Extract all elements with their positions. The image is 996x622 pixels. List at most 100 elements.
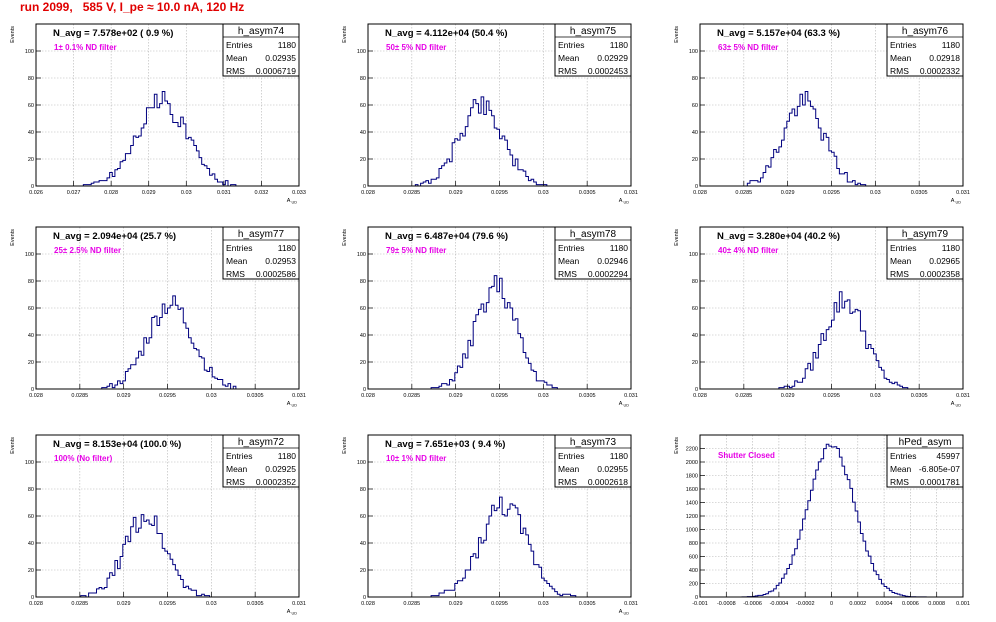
filter-annotation: 25± 2.5% ND filter	[54, 246, 121, 255]
panel-hPed_asym: -0.001 -0.0008 -0.0006 -0.0004 -0.0002 0 0.000…	[674, 434, 970, 607]
y-tick-label: 80	[360, 487, 366, 493]
x-tick-label: -0.0006	[743, 601, 762, 607]
y-tick-label: 40	[360, 541, 366, 547]
panel-h_asym75: 0.028 0.0285 0.029 0.0295 0.03 0.0305 0.031 0 20…	[342, 23, 638, 205]
panel-h_asym76: 0.028 0.0285 0.029 0.0295 0.03 0.0305 0.031 0 20…	[674, 23, 970, 205]
y-axis-label: Events	[674, 26, 680, 43]
histogram-line	[700, 443, 963, 598]
x-tick-label: 0.0004	[876, 601, 893, 607]
mean-value: 0.02935	[265, 53, 296, 63]
y-tick-label: 2200	[686, 447, 698, 453]
x-tick-label: 0.029	[117, 393, 131, 399]
filter-annotation: 79± 5% ND filter	[386, 246, 446, 255]
rms-label: RMS	[558, 269, 577, 279]
x-tick-label: 0.031	[624, 190, 638, 196]
mean-label: Mean	[558, 53, 580, 63]
y-tick-label: 80	[28, 487, 34, 493]
y-tick-label: 0	[31, 184, 34, 190]
x-tick-label: 0.029	[142, 190, 156, 196]
entries-label: Entries	[890, 243, 916, 253]
x-tick-label: 0.0002	[849, 601, 866, 607]
y-axis-label: Events	[10, 229, 16, 246]
run-title: run 2099, 585 V, I_pe ≈ 10.0 nA, 120 Hz	[20, 0, 245, 14]
y-tick-label: 80	[28, 76, 34, 82]
x-tick-label: 0.031	[624, 393, 638, 399]
entries-value: 1180	[278, 40, 297, 50]
rms-value: 0.0006719	[256, 66, 296, 76]
x-tick-label: 0.03	[870, 393, 881, 399]
x-axis-label: A UD	[619, 609, 629, 616]
x-tick-label: 0.028	[361, 190, 375, 196]
y-tick-label: 40	[28, 333, 34, 339]
x-tick-label: 0.03	[181, 190, 192, 196]
x-tick-label: 0.029	[449, 601, 463, 607]
histogram-line	[36, 91, 299, 187]
y-tick-label: 20	[28, 360, 34, 366]
y-tick-label: 40	[28, 541, 34, 547]
x-tick-label: 0.028	[361, 393, 375, 399]
histogram-name: hPed_asym	[899, 437, 952, 448]
mean-value: -6.805e-07	[919, 464, 960, 474]
y-tick-label: 20	[692, 360, 698, 366]
x-tick-label: 0.03	[538, 393, 549, 399]
y-tick-label: 20	[28, 568, 34, 574]
x-axis-label: A UD	[287, 401, 297, 408]
histogram-name: h_asym78	[570, 229, 617, 240]
rms-label: RMS	[890, 66, 909, 76]
entries-label: Entries	[558, 243, 584, 253]
x-tick-label: 0.026	[29, 190, 43, 196]
histogram-name: h_asym75	[570, 26, 617, 37]
mean-label: Mean	[558, 256, 580, 266]
y-tick-label: 800	[689, 541, 698, 547]
mean-label: Mean	[558, 464, 580, 474]
rms-label: RMS	[890, 477, 909, 487]
x-axis-label: A UD	[287, 609, 297, 616]
y-tick-label: 100	[25, 49, 34, 55]
y-tick-label: 0	[695, 184, 698, 190]
y-axis-label: Events	[674, 229, 680, 246]
y-tick-label: 1000	[686, 528, 698, 534]
y-tick-label: 80	[360, 76, 366, 82]
y-tick-label: 80	[360, 279, 366, 285]
x-tick-label: 0.031	[624, 601, 638, 607]
mean-label: Mean	[890, 464, 912, 474]
x-tick-label: 0.03	[538, 190, 549, 196]
x-tick-label: 0.0295	[491, 190, 508, 196]
mean-value: 0.02925	[265, 464, 296, 474]
y-tick-label: 400	[689, 568, 698, 574]
x-tick-label: 0.032	[255, 190, 269, 196]
x-tick-label: 0.0305	[911, 393, 928, 399]
y-tick-label: 200	[689, 582, 698, 588]
x-tick-label: 0.033	[292, 190, 306, 196]
filter-annotation: 50± 5% ND filter	[386, 43, 446, 52]
x-tick-label: 0.0305	[911, 190, 928, 196]
y-tick-label: 40	[692, 333, 698, 339]
rms-label: RMS	[226, 477, 245, 487]
x-tick-label: 0.031	[292, 601, 306, 607]
x-tick-label: -0.001	[692, 601, 708, 607]
x-tick-label: 0.031	[217, 190, 231, 196]
y-tick-label: 0	[695, 595, 698, 601]
mean-label: Mean	[226, 53, 248, 63]
panel-h_asym77: 0.028 0.0285 0.029 0.0295 0.03 0.0305 0.031 0 20…	[10, 226, 306, 408]
x-tick-label: 0.0295	[491, 393, 508, 399]
x-axis-label: A UD	[951, 198, 961, 205]
y-tick-label: 40	[360, 130, 366, 136]
histogram-name: h_asym77	[238, 229, 285, 240]
x-tick-label: 0.028	[361, 601, 375, 607]
rms-value: 0.0001781	[920, 477, 960, 487]
histogram-name: h_asym73	[570, 437, 617, 448]
y-tick-label: 100	[357, 252, 366, 258]
x-tick-label: 0.031	[956, 393, 970, 399]
rms-label: RMS	[558, 66, 577, 76]
stats-box	[554, 226, 632, 280]
entries-value: 45997	[936, 451, 960, 461]
y-tick-label: 20	[692, 157, 698, 163]
navg-label: N_avg = 3.280e+04 (40.2 %)	[717, 231, 840, 242]
x-tick-label: 0.029	[117, 601, 131, 607]
y-tick-label: 1400	[686, 501, 698, 507]
y-tick-label: 100	[689, 49, 698, 55]
rms-value: 0.0002453	[588, 66, 628, 76]
filter-annotation: 1± 0.1% ND filter	[54, 43, 117, 52]
